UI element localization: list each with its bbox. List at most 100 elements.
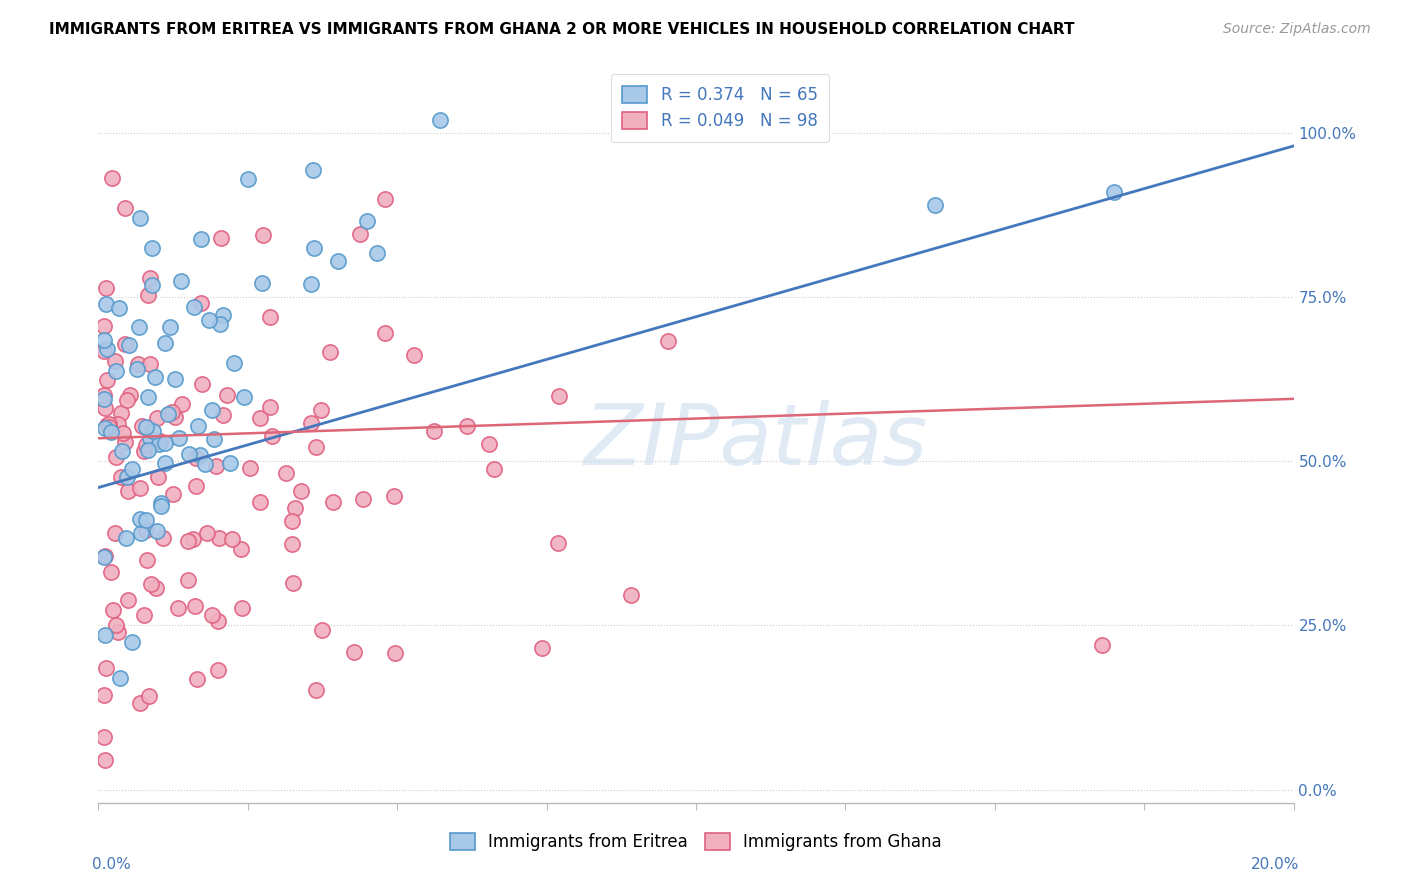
Point [233, 390, 256, 404]
Point [149, 496, 172, 510]
Point [108, 671, 131, 685]
Point [96, 281, 118, 295]
Point [177, 573, 200, 587]
Point [128, 512, 150, 526]
Point [208, 532, 231, 546]
Point [384, 489, 406, 503]
Point [127, 357, 149, 371]
Point [93, 388, 115, 402]
Point [96, 661, 118, 675]
Point [105, 363, 128, 377]
Point [96, 417, 118, 432]
Point [138, 689, 160, 703]
Point [311, 624, 333, 638]
Point [657, 334, 679, 348]
Point [139, 271, 162, 285]
Point [184, 599, 207, 613]
Point [309, 403, 332, 417]
Point [202, 432, 225, 446]
Point [139, 357, 162, 371]
Point [118, 388, 141, 402]
Point [107, 417, 129, 431]
Point [104, 354, 127, 368]
Point [149, 434, 172, 449]
Point [281, 514, 304, 528]
Point [93, 628, 115, 642]
Point [224, 356, 246, 370]
Point [356, 214, 378, 228]
Point [96, 342, 118, 356]
Point [207, 663, 229, 677]
Point [110, 406, 132, 420]
Point [186, 672, 208, 686]
Point [342, 645, 364, 659]
Point [93, 333, 115, 347]
Point [93, 344, 115, 359]
Text: 20.0%: 20.0% [1251, 857, 1299, 872]
Point [135, 438, 157, 452]
Point [374, 192, 396, 206]
Point [221, 532, 243, 546]
Point [108, 301, 131, 315]
Point [349, 227, 371, 241]
Point [114, 337, 136, 351]
Point [104, 618, 127, 632]
Point [146, 411, 169, 425]
Point [167, 600, 190, 615]
Point [456, 418, 478, 433]
Point [110, 470, 132, 484]
Point [201, 403, 224, 417]
Point [96, 373, 118, 387]
Point [924, 198, 946, 212]
Point [183, 532, 205, 546]
Point [100, 565, 122, 579]
Point [195, 525, 218, 540]
Point [177, 533, 200, 548]
Point [328, 254, 350, 268]
Point [186, 419, 208, 434]
Point [94, 421, 117, 435]
Point [159, 319, 181, 334]
Point [104, 525, 127, 540]
Point [100, 425, 122, 439]
Point [139, 431, 162, 445]
Text: Source: ZipAtlas.com: Source: ZipAtlas.com [1223, 22, 1371, 37]
Point [302, 241, 325, 255]
Point [239, 461, 262, 475]
Point [352, 492, 374, 507]
Point [136, 288, 159, 302]
Point [209, 231, 232, 245]
Text: ZIPatlas: ZIPatlas [583, 400, 928, 483]
Text: 0.0%: 0.0% [93, 857, 131, 872]
Point [231, 601, 253, 615]
Point [252, 227, 274, 242]
Point [114, 201, 136, 215]
Point [148, 470, 170, 484]
Point [141, 278, 163, 293]
Point [93, 549, 115, 563]
Point [136, 443, 159, 458]
Point [93, 688, 115, 702]
Point [121, 635, 143, 649]
Point [276, 466, 298, 480]
Point [163, 372, 186, 386]
Point [177, 447, 200, 461]
Point [136, 390, 159, 404]
Point [190, 232, 212, 246]
Point [93, 318, 115, 333]
Point [93, 730, 115, 744]
Point [101, 603, 124, 617]
Point [107, 625, 129, 640]
Point [305, 683, 328, 698]
Point [131, 419, 153, 434]
Point [548, 389, 571, 403]
Point [547, 536, 569, 550]
Point [290, 484, 312, 499]
Point [97, 420, 120, 434]
Point [190, 296, 212, 310]
Point [304, 440, 326, 454]
Point [259, 401, 281, 415]
Point [200, 608, 222, 623]
Point [149, 499, 172, 513]
Point [127, 362, 149, 376]
